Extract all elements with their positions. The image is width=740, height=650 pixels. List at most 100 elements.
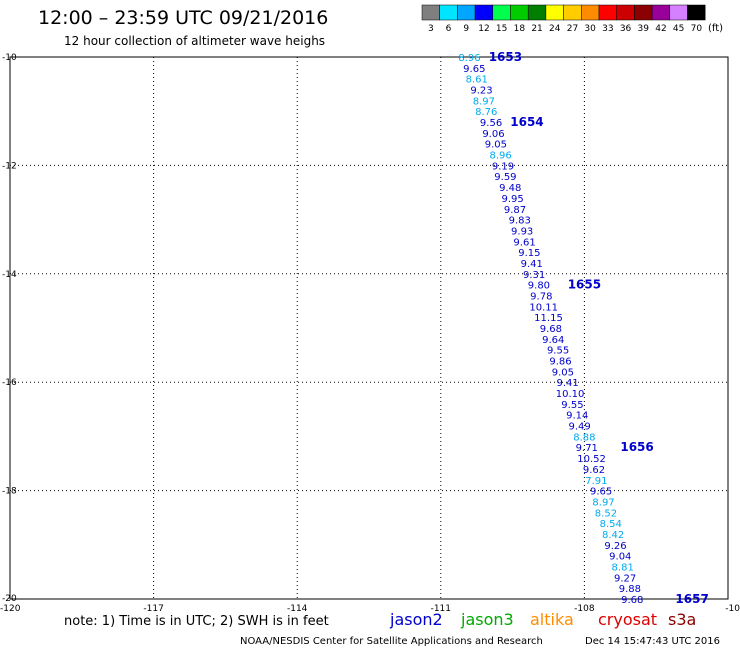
swh-point-label: 9.68	[540, 324, 562, 335]
swh-point-label: 9.19	[492, 161, 514, 172]
legend-swatch	[616, 4, 635, 21]
swh-point-label: 9.14	[566, 411, 588, 422]
swh-point-label: 8.96	[490, 151, 512, 162]
y-tick-label: -14	[2, 270, 17, 280]
legend-swatch	[634, 4, 653, 21]
swh-point-label: 9.65	[463, 64, 485, 75]
plot-grid	[10, 57, 728, 599]
swh-point-label: 9.59	[494, 172, 516, 183]
swh-point-label: 9.55	[561, 400, 583, 411]
legend-label: 3	[428, 24, 434, 34]
legend-swatch	[563, 4, 582, 21]
x-tick-label: -114	[287, 604, 308, 614]
source-jason3: jason3	[460, 610, 514, 629]
swh-point-label: 9.62	[583, 465, 605, 476]
axis-tick-labels: -117 -114 -111 -108 -12 -14 -16 -18 -10 -20-120 -1…	[0, 53, 740, 614]
swh-point-label: 8.76	[475, 107, 497, 118]
footer-credit: NOAA/NESDIS Center for Satellite Applica…	[240, 636, 543, 647]
swh-point-label: 9.48	[499, 183, 521, 194]
source-altika: altika	[530, 610, 574, 629]
swh-point-label: 8.54	[600, 519, 622, 530]
swh-point-label: 9.05	[552, 367, 574, 378]
legend-swatch	[527, 4, 547, 21]
swh-point-label: 9.05	[485, 140, 507, 151]
time-label: 1653	[489, 50, 522, 64]
swh-point-label: 8.81	[612, 562, 634, 573]
legend-swatch	[439, 4, 458, 21]
swh-point-label: 9.04	[609, 552, 631, 563]
swh-point-label: 8.97	[473, 96, 495, 107]
legend-label: 30	[584, 24, 596, 34]
swh-point-label: 9.87	[504, 205, 526, 216]
legend-label: 18	[514, 24, 526, 34]
swh-point-label: 8.97	[592, 497, 614, 508]
legend-swatch	[510, 4, 529, 21]
legend-label: 24	[549, 24, 561, 34]
swh-point-label: 8.88	[573, 432, 595, 443]
page-subtitle: 12 hour collection of altimeter wave hei…	[64, 34, 325, 48]
swh-point-label: 8.96	[458, 53, 480, 64]
swh-point-label: 9.26	[604, 541, 626, 552]
source-cryosat: cryosat	[598, 610, 657, 629]
swh-point-label: 10.52	[577, 454, 606, 465]
y-tick-label: -12	[2, 161, 17, 171]
swh-point-label: 9.93	[511, 226, 533, 237]
swh-point-label: 9.27	[614, 573, 636, 584]
swh-point-label: 9.41	[521, 259, 543, 270]
swh-point-label: 8.42	[602, 530, 624, 541]
footer-timestamp: Dec 14 15:47:43 UTC 2016	[585, 636, 720, 647]
legend-label: 45	[673, 24, 684, 34]
time-labels: 1653 1654 1655 1656 1657	[489, 50, 709, 606]
legend-swatch	[651, 4, 671, 21]
legend-label: 9	[463, 24, 469, 34]
x-tick-label: -108	[574, 604, 595, 614]
swh-point-label: 9.86	[549, 357, 571, 368]
data-points: 8.969.658.619.238.978.769.569.069.058.96…	[458, 53, 643, 606]
legend-swatch	[598, 4, 617, 21]
legend-label: 27	[567, 24, 578, 34]
source-s3a: s3a	[668, 610, 696, 629]
swh-point-label: 8.52	[595, 508, 617, 519]
legend-label: 12	[478, 24, 489, 34]
swh-point-label: 8.61	[466, 75, 488, 86]
legend-swatch	[581, 4, 600, 21]
swh-point-label: 10.10	[556, 389, 585, 400]
plot-frame	[9, 56, 729, 600]
x-tick-label: -111	[431, 604, 451, 614]
x-corner-label: -10	[725, 604, 740, 614]
source-jason2: jason2	[389, 610, 443, 629]
swh-point-label: 9.80	[528, 281, 550, 292]
legend-label: 6	[446, 24, 452, 34]
legend-label: 21	[531, 24, 542, 34]
swh-point-label: 9.71	[576, 443, 598, 454]
swh-point-label: 9.49	[568, 422, 590, 433]
x-tick-label: -117	[143, 604, 163, 614]
swh-point-label: 9.06	[482, 129, 504, 140]
legend-swatch	[492, 4, 511, 21]
swh-point-label: 9.64	[542, 335, 564, 346]
swh-point-label: 9.95	[501, 194, 523, 205]
satellite-sources: jason2 jason3 altika cryosat s3a	[389, 610, 696, 629]
time-label: 1654	[510, 115, 543, 129]
swh-color-legend: 3 6 9 12 15 18 21 24 27 30 33 36 39 42 45 70	[421, 4, 706, 34]
swh-point-label: 10.11	[529, 302, 558, 313]
legend-swatch	[545, 4, 564, 21]
legend-swatch	[457, 4, 476, 21]
y-corner-label: -10	[2, 53, 17, 63]
swh-point-label: 9.41	[557, 378, 579, 389]
time-label: 1657	[675, 592, 708, 606]
swh-point-label: 9.88	[619, 584, 641, 595]
legend-label: 42	[655, 24, 666, 34]
legend-label: 15	[496, 24, 507, 34]
swh-point-label: 9.56	[480, 118, 502, 129]
y-tick-label: -16	[2, 378, 17, 388]
legend-label: 33	[602, 24, 613, 34]
legend-label: 39	[638, 24, 650, 34]
legend-swatch	[687, 4, 706, 21]
swh-point-label: 11.15	[534, 313, 563, 324]
swh-point-label: 9.61	[513, 237, 535, 248]
x-corner-label: -120	[0, 604, 21, 614]
y-tick-label: -18	[2, 487, 17, 497]
footer-note: note: 1) Time is in UTC; 2) SWH is in fe…	[64, 614, 329, 629]
